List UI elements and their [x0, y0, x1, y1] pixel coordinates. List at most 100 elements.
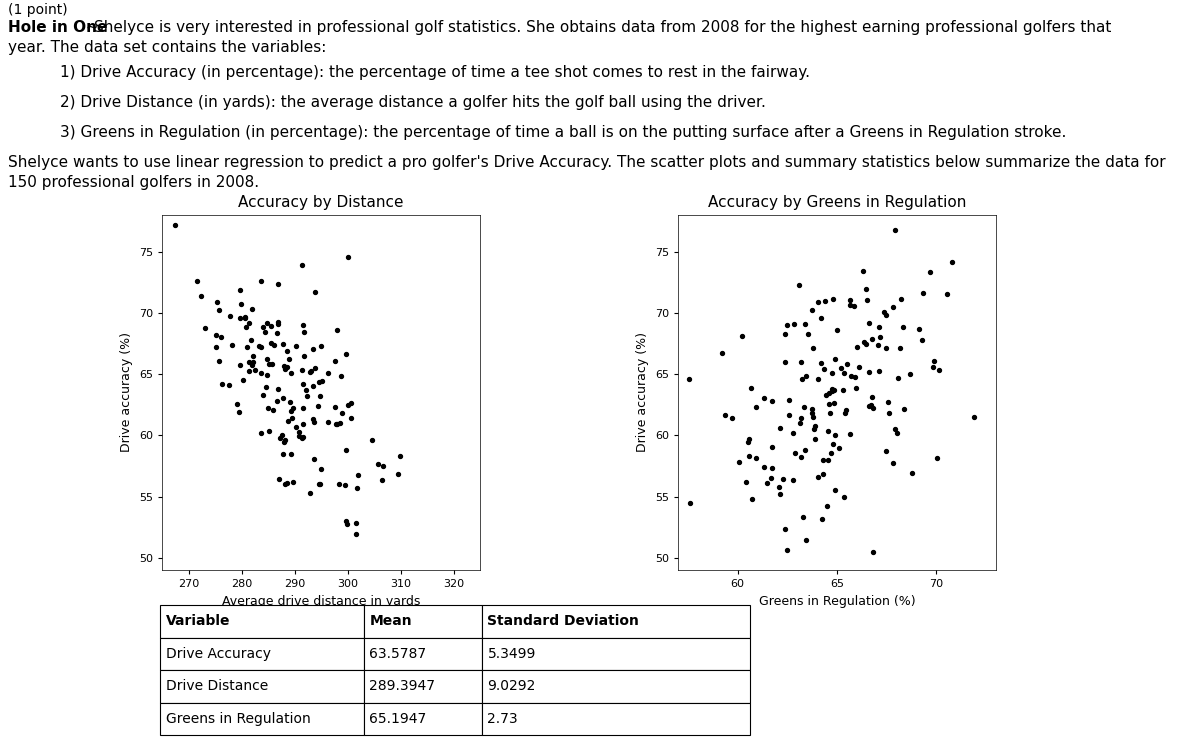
Point: [277, 361, 296, 373]
Point: [238, 341, 257, 353]
Point: [679, 373, 698, 385]
Point: [262, 358, 281, 370]
Text: year. The data set contains the variables:: year. The data set contains the variable…: [8, 40, 326, 55]
Point: [300, 488, 319, 499]
Point: [862, 399, 881, 411]
Point: [884, 302, 904, 313]
Point: [293, 402, 312, 413]
Point: [835, 407, 854, 419]
Point: [902, 467, 922, 479]
Point: [680, 497, 700, 509]
Point: [388, 468, 407, 479]
Point: [166, 219, 185, 230]
Point: [840, 428, 859, 439]
Point: [850, 362, 869, 373]
Point: [847, 341, 866, 353]
Point: [802, 403, 821, 415]
Bar: [364, 605, 481, 637]
Point: [211, 331, 230, 343]
Point: [870, 321, 889, 333]
Point: [803, 408, 822, 419]
Point: [770, 422, 790, 433]
Point: [256, 382, 275, 393]
Point: [796, 319, 815, 330]
Point: [792, 373, 811, 385]
Point: [821, 408, 840, 419]
Point: [804, 422, 823, 434]
Point: [832, 362, 851, 373]
Point: [834, 385, 853, 396]
Point: [863, 391, 882, 403]
Point: [269, 278, 288, 290]
Point: [812, 514, 832, 525]
Point: [739, 451, 758, 462]
Text: (1 point): (1 point): [8, 3, 67, 17]
Point: [823, 438, 842, 450]
Point: [853, 265, 872, 276]
Point: [746, 401, 766, 413]
Point: [283, 402, 302, 414]
Point: [208, 296, 227, 308]
Point: [311, 391, 330, 402]
Point: [294, 418, 313, 430]
Point: [270, 433, 289, 445]
Point: [784, 474, 803, 486]
Point: [376, 580, 395, 592]
Point: [312, 340, 331, 352]
Point: [304, 380, 323, 392]
Point: [928, 453, 947, 465]
Point: [811, 312, 830, 324]
Point: [856, 283, 875, 295]
Point: [778, 319, 797, 331]
Point: [268, 328, 287, 339]
Point: [780, 394, 799, 406]
Point: [244, 356, 263, 368]
Point: [293, 433, 312, 445]
Point: [337, 518, 356, 530]
Point: [275, 359, 294, 371]
Point: [259, 402, 278, 413]
Point: [346, 517, 365, 529]
Point: [818, 454, 838, 466]
Point: [338, 399, 358, 411]
Point: [258, 369, 277, 381]
Point: [824, 429, 844, 441]
Point: [372, 473, 391, 485]
Point: [894, 403, 913, 415]
Point: [264, 405, 283, 416]
Point: [770, 488, 790, 500]
Point: [780, 410, 799, 422]
Point: [900, 368, 919, 379]
Point: [338, 251, 358, 263]
Point: [730, 456, 749, 468]
Point: [272, 429, 292, 441]
Point: [804, 411, 823, 423]
Point: [815, 363, 834, 375]
Point: [328, 418, 347, 430]
Point: [332, 407, 352, 419]
Point: [347, 528, 366, 539]
Point: [798, 328, 817, 340]
Point: [762, 396, 781, 408]
Point: [761, 472, 780, 484]
Point: [876, 309, 895, 321]
Point: [842, 370, 862, 382]
Point: [326, 419, 346, 431]
Point: [366, 575, 385, 587]
Point: [268, 396, 287, 408]
Point: [301, 365, 320, 377]
Point: [878, 407, 898, 419]
Point: [286, 421, 305, 433]
Point: [239, 365, 258, 377]
Point: [274, 338, 293, 350]
Text: 5.3499: 5.3499: [487, 647, 536, 661]
Point: [805, 433, 824, 445]
Point: [824, 384, 844, 396]
Point: [854, 336, 874, 348]
Point: [742, 382, 761, 394]
Point: [275, 478, 294, 490]
Point: [257, 353, 276, 365]
Point: [894, 321, 913, 333]
Text: 2) Drive Distance (in yards): the average distance a golfer hits the golf ball u: 2) Drive Distance (in yards): the averag…: [60, 95, 766, 110]
Point: [804, 342, 823, 354]
